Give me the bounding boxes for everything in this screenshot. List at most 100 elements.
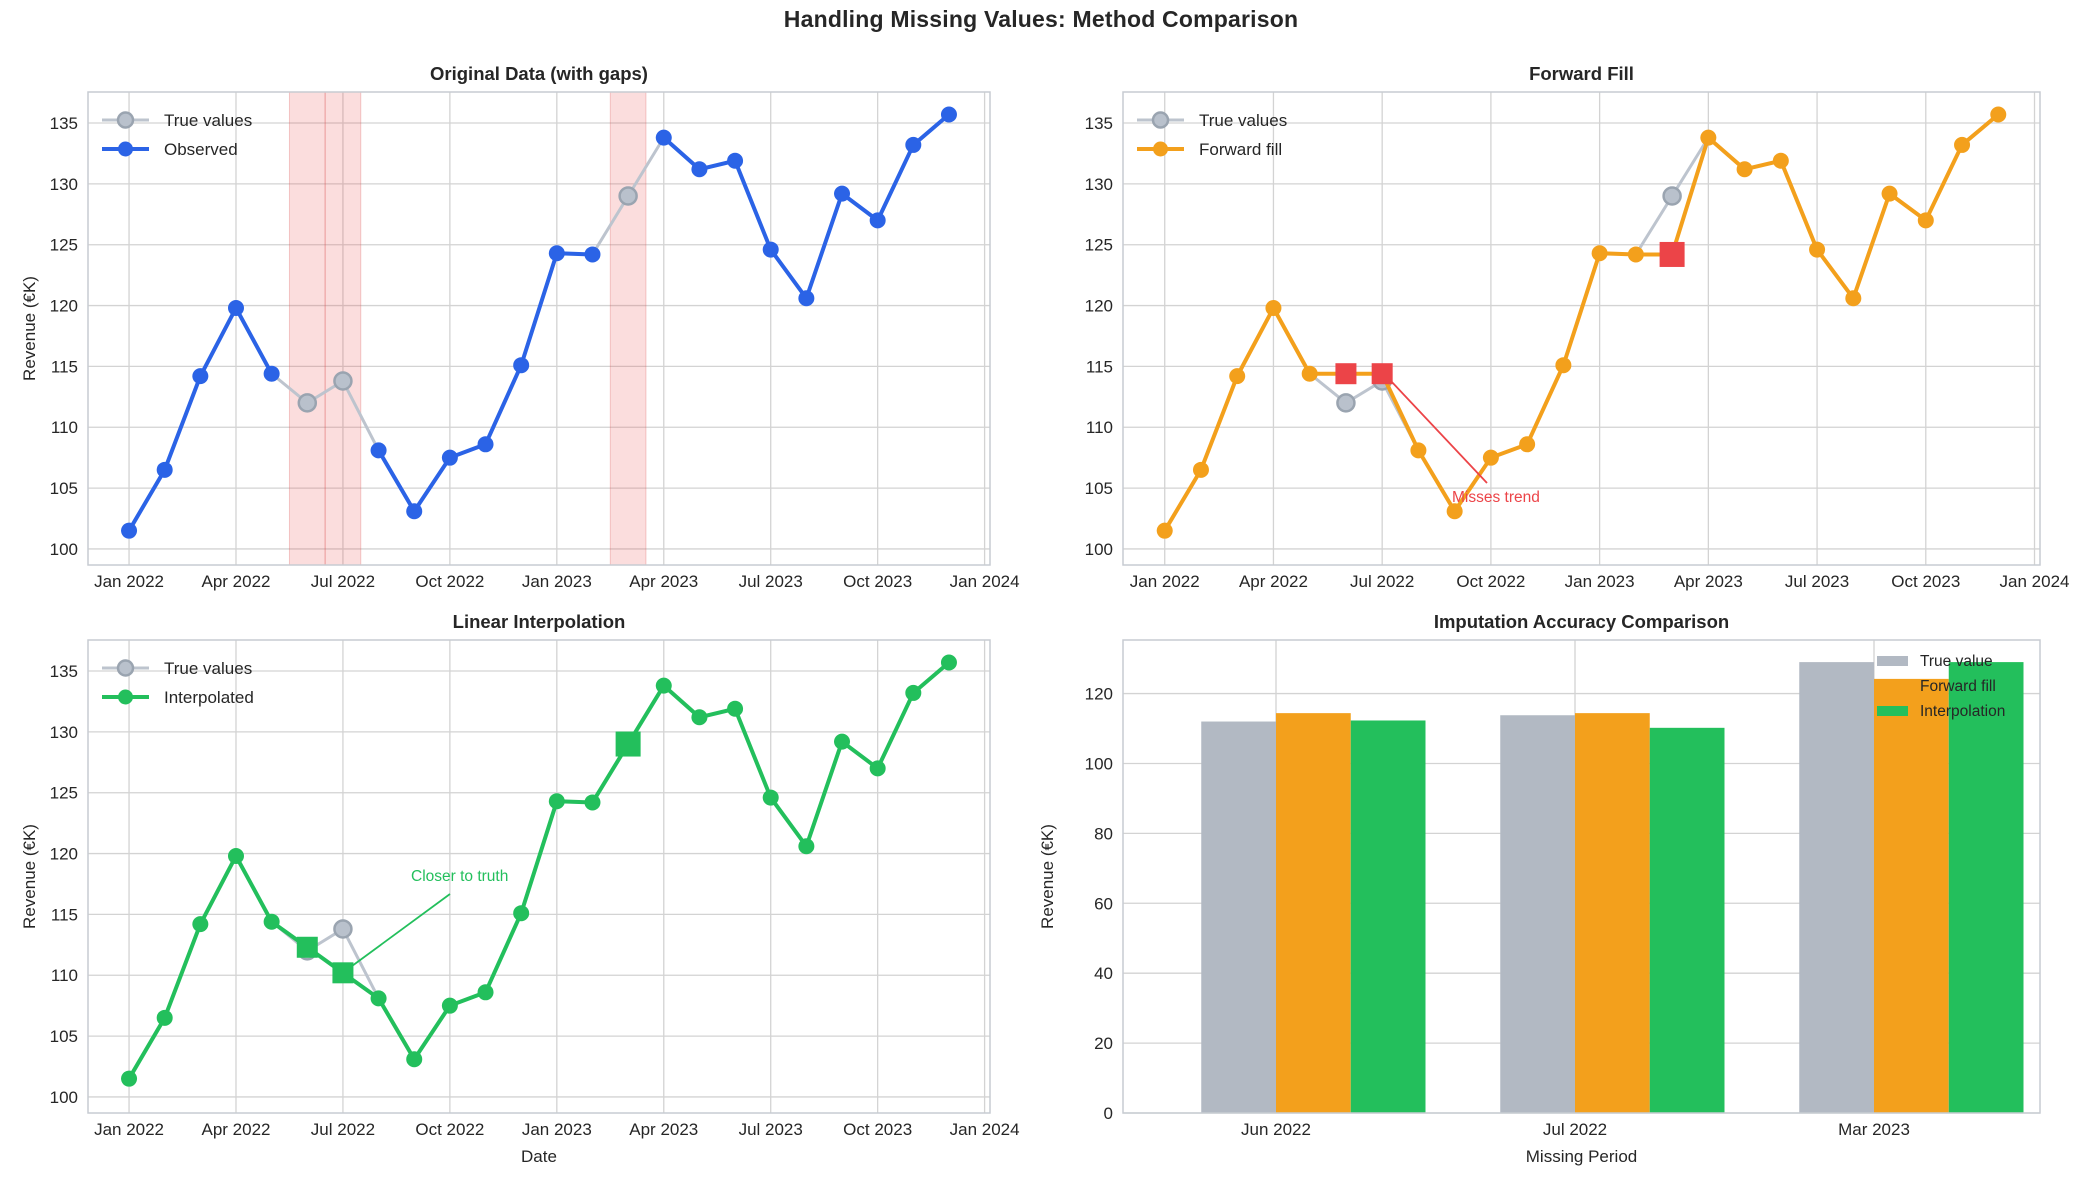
observed-marker (691, 161, 708, 178)
legend-label: True values (164, 111, 252, 130)
forward-fill-marker (1627, 246, 1644, 263)
true-value-missing-marker (618, 186, 638, 206)
forward-fill-marker (1990, 106, 2007, 123)
legend-label: Interpolation (1920, 703, 2005, 720)
imputed-point-marker (296, 936, 318, 958)
y-axis-tick-label: 100 (1085, 754, 1113, 773)
forward-fill-marker (1156, 522, 1173, 539)
observed-marker (905, 136, 922, 153)
observed-marker (869, 212, 886, 229)
observed-marker (762, 241, 779, 258)
annotation-misses-trend: Misses trend (1452, 489, 1540, 506)
y-axis-tick-label: 125 (50, 784, 78, 803)
observed-line (127, 303, 274, 532)
bar-true-value (1201, 721, 1276, 1113)
observed-marker (584, 246, 601, 263)
y-axis-tick-label: 130 (50, 723, 78, 742)
legend-label: True values (1199, 111, 1287, 130)
annotation-arrow (1389, 379, 1488, 484)
forward-fill-marker (1809, 241, 1826, 258)
x-axis-tick-label: Jan 2022 (94, 1120, 164, 1139)
y-axis-tick-label: 125 (50, 236, 78, 255)
y-axis-tick-label: 120 (50, 845, 78, 864)
observed-marker (441, 449, 458, 466)
observed-marker (834, 185, 851, 202)
figure-title: Handling Missing Values: Method Comparis… (783, 6, 1299, 32)
observed-marker (263, 365, 280, 382)
true-values-line (1163, 113, 2000, 532)
imputed-point-marker (615, 731, 641, 757)
legend-label: Interpolated (164, 688, 254, 707)
interpolated-marker (691, 709, 708, 726)
x-axis-tick-label: Apr 2023 (629, 1120, 698, 1139)
observed-marker (727, 152, 744, 169)
bar-forward-fill (1874, 678, 1949, 1113)
interpolated-marker (227, 847, 244, 864)
observed-marker (798, 290, 815, 307)
x-axis-tick-label: Jan 2022 (94, 572, 164, 591)
imputed-point-marker (1659, 241, 1685, 267)
x-axis-tick-label: Apr 2022 (201, 572, 270, 591)
bar-forward-fill (1575, 713, 1650, 1113)
true-value-missing-marker (333, 919, 353, 939)
missing-period-band (324, 91, 362, 566)
bar-forward-fill (1276, 713, 1351, 1113)
chart-original-data: 100 105 110 115 120 125 130 135 Jan 2022 Apr 2022… (20, 63, 1020, 591)
observed-marker (227, 299, 244, 316)
imputed-point-marker (1335, 363, 1357, 385)
x-axis-tick-label: Mar 2023 (1838, 1120, 1910, 1139)
x-axis-tick-label: Oct 2023 (1891, 572, 1960, 591)
x-axis-tick-label: Apr 2023 (629, 572, 698, 591)
x-axis-tick-label: Jan 2023 (522, 1120, 592, 1139)
x-axis-tick-label: Apr 2022 (1239, 572, 1308, 591)
interpolated-marker (869, 760, 886, 777)
x-axis-tick-label: Apr 2023 (1674, 572, 1743, 591)
x-axis-tick-label: Jul 2022 (311, 572, 375, 591)
x-axis-tick-label: Jan 2024 (2000, 572, 2070, 591)
y-axis-label: Revenue (€K) (20, 276, 39, 381)
forward-fill-marker (1736, 161, 1753, 178)
x-axis-tick-label: Jul 2022 (1543, 1120, 1607, 1139)
x-axis-tick-label: Jul 2023 (739, 572, 803, 591)
y-axis-tick-label: 80 (1094, 824, 1113, 843)
forward-fill-marker (1446, 503, 1463, 520)
x-axis-tick-label: Oct 2023 (843, 572, 912, 591)
subplot-title: Original Data (with gaps) (430, 63, 648, 84)
y-axis-tick-label: 40 (1094, 964, 1113, 983)
legend-swatch (1877, 681, 1908, 691)
forward-fill-marker (1410, 442, 1427, 459)
legend-swatch (1877, 656, 1908, 666)
forward-fill-marker (1192, 461, 1209, 478)
observed-marker (548, 245, 565, 262)
forward-fill-marker (1265, 299, 1282, 316)
x-axis-label: Missing Period (1526, 1147, 1638, 1166)
forward-fill-marker (1482, 449, 1499, 466)
forward-fill-marker (1229, 368, 1246, 385)
interpolated-marker (121, 1070, 138, 1087)
y-axis-tick-label: 105 (50, 479, 78, 498)
imputed-point-marker (1371, 363, 1393, 385)
y-axis-tick-label: 130 (50, 175, 78, 194)
axes-frame (87, 91, 991, 566)
true-value-missing-marker (297, 393, 318, 413)
interpolated-marker (762, 789, 779, 806)
true-value-missing-marker (1662, 186, 1682, 206)
y-axis-tick-label: 100 (50, 1088, 78, 1107)
interpolated-marker (441, 997, 458, 1014)
interpolated-marker (513, 905, 530, 922)
legend-marker (118, 689, 133, 705)
interpolated-marker (548, 793, 565, 810)
annotation-closer-to-truth: Closer to truth (411, 868, 508, 885)
y-axis-tick-label: 125 (1085, 236, 1113, 255)
legend-label: Forward fill (1199, 140, 1282, 159)
x-axis-tick-label: Jan 2024 (950, 572, 1020, 591)
x-axis-tick-label: Jul 2023 (1785, 572, 1849, 591)
y-axis-label: Revenue (€K) (20, 824, 39, 929)
legend-label: Forward fill (1920, 678, 1996, 695)
y-axis-tick-label: 115 (51, 905, 78, 924)
axes-frame (87, 639, 991, 1114)
x-axis-tick-label: Jul 2023 (739, 1120, 803, 1139)
interpolated-marker (477, 984, 494, 1001)
x-axis-tick-label: Jan 2023 (522, 572, 592, 591)
